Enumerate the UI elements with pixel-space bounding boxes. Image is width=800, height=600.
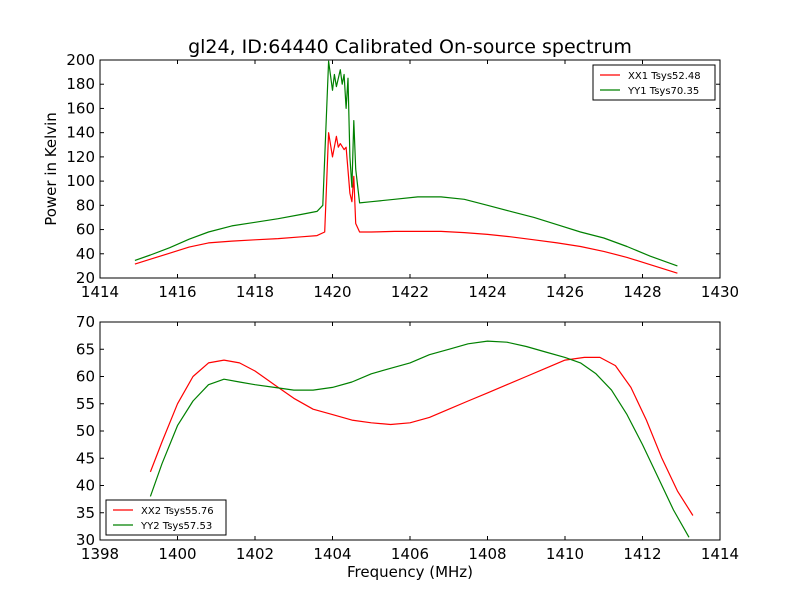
- x-tick-label: 1414: [701, 545, 739, 563]
- y-tick-label: 45: [76, 449, 95, 467]
- y-tick-label: 20: [76, 269, 95, 287]
- x-tick-label: 1426: [546, 283, 584, 301]
- y-tick-label: 160: [66, 99, 95, 117]
- series-line-1: [149, 356, 694, 516]
- y-tick-label: 100: [66, 172, 95, 190]
- series-line-2: [134, 60, 678, 267]
- x-tick-label: 1410: [546, 545, 584, 563]
- top-plot: 1414 1416 1418 1420 1422 1424 1426 1428 1430 20 40…: [42, 51, 739, 301]
- y-axis-label: Power in Kelvin: [42, 112, 60, 226]
- y-tick-label: 55: [76, 395, 95, 413]
- x-tick-label: 1400: [158, 545, 196, 563]
- y-tick-label: 60: [76, 368, 95, 386]
- y-tick-label: 40: [76, 245, 95, 263]
- legend-label-2: YY2 Tsys57.53: [140, 521, 212, 532]
- x-tick-label: 1424: [468, 283, 506, 301]
- y-tick-label: 30: [76, 531, 95, 549]
- x-tick-label: 1418: [236, 283, 274, 301]
- y-tick-label: 40: [76, 477, 95, 495]
- x-tick-label: 1422: [391, 283, 429, 301]
- y-tick-label: 70: [76, 313, 95, 331]
- x-tick-label: 1398: [81, 545, 119, 563]
- x-tick-label: 1414: [81, 283, 119, 301]
- x-tick-label: 1402: [236, 545, 274, 563]
- legend-label-2: YY1 Tsys70.35: [627, 86, 699, 97]
- legend-box: [592, 64, 716, 101]
- series-line-1: [134, 132, 678, 274]
- x-axis-label: Frequency (MHz): [347, 563, 473, 581]
- y-tick-label: 180: [66, 75, 95, 93]
- y-tick-label: 200: [66, 51, 95, 69]
- series-line-2: [149, 340, 690, 538]
- y-tick-label: 80: [76, 196, 95, 214]
- figure-title: gl24, ID:64440 Calibrated On-source spec…: [188, 36, 632, 58]
- bottom-plot: 1398 1400 1402 1404 1406 1408 1410 1412 1414 30 35…: [76, 313, 739, 581]
- y-tick-label: 60: [76, 221, 95, 239]
- x-tick-label: 1404: [313, 545, 351, 563]
- x-tick-label: 1406: [391, 545, 429, 563]
- y-tick-label: 140: [66, 124, 95, 142]
- y-tick-label: 65: [76, 340, 95, 358]
- x-tick-label: 1416: [158, 283, 196, 301]
- x-tick-label: 1430: [701, 283, 739, 301]
- x-tick-label: 1408: [468, 545, 506, 563]
- legend-box: [105, 499, 227, 536]
- x-tick-label: 1412: [623, 545, 661, 563]
- legend-label-1: XX1 Tsys52.48: [628, 71, 701, 82]
- y-tick-label: 120: [66, 148, 95, 166]
- legend-label-1: XX2 Tsys55.76: [141, 506, 214, 517]
- y-tick-label: 50: [76, 422, 95, 440]
- x-tick-label: 1420: [313, 283, 351, 301]
- y-tick-label: 35: [76, 504, 95, 522]
- x-tick-label: 1428: [623, 283, 661, 301]
